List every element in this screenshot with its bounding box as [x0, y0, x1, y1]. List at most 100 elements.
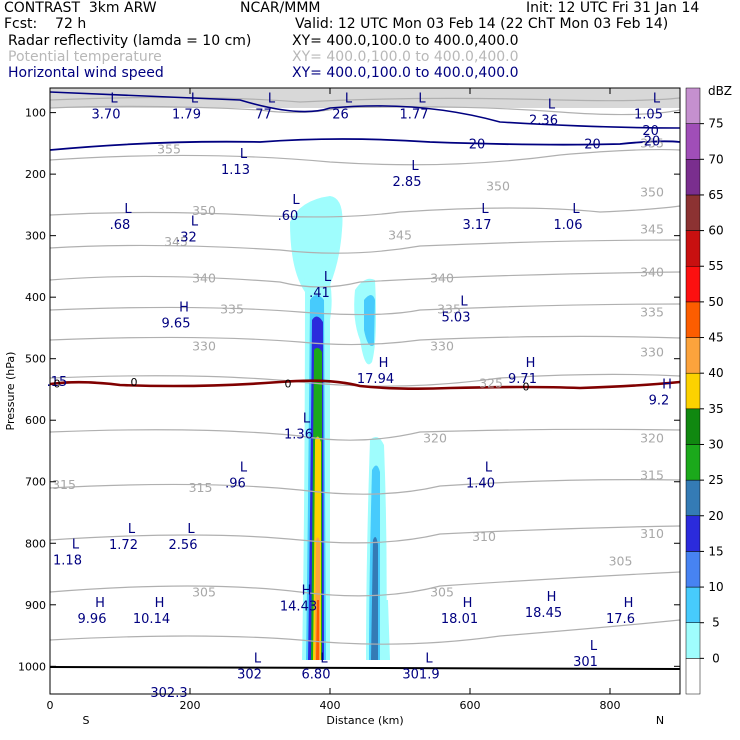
extremum-value-label: .96 — [225, 477, 246, 492]
init-time: Init: 12 UTC Fri 31 Jan 14 — [526, 0, 700, 16]
theta-line-355 — [50, 148, 680, 166]
extremum-value-label: .15 — [47, 375, 68, 390]
colorbar-level-label: 25 — [708, 473, 723, 487]
y-tick-label: 900 — [25, 599, 46, 612]
colorbar-level-label: 40 — [708, 366, 723, 380]
contour-layer — [50, 91, 680, 645]
theta-contour-label: 355 — [640, 135, 664, 150]
extremum-value-label: 5.03 — [442, 310, 471, 325]
extremum-value-label: 9.65 — [162, 317, 191, 332]
colorbar-level-label: 75 — [708, 117, 723, 131]
extremum-kind-label: L — [324, 270, 332, 285]
extremum-kind-label: L — [485, 461, 493, 476]
extremum-kind-label: L — [268, 91, 276, 106]
colorbar-swatch — [685, 479, 701, 517]
extremum-kind-label: H — [179, 301, 189, 316]
extremum-kind-label: H — [463, 596, 473, 611]
y-tick-label: 400 — [25, 291, 46, 304]
extremum-value-label: 77 — [255, 107, 272, 122]
theta-labels-group: 355 355 350 350 350 345 345 345 340 340 340 335 335 3… — [52, 135, 664, 599]
colorbar-swatch — [685, 337, 701, 374]
extremum-kind-label: L — [653, 91, 661, 106]
extremum-value-label: 17.6 — [606, 612, 635, 627]
theta-line-335 — [50, 303, 680, 316]
forecast-hour: Fcst: 72 h — [4, 16, 87, 32]
extremum-value-label: .41 — [309, 286, 330, 301]
theta-contour-label: 305 — [609, 554, 633, 569]
extremum-value-label: 14.43 — [280, 600, 317, 615]
extremum-kind-label: L — [191, 91, 199, 106]
secondary-cell-base — [381, 600, 390, 660]
theta-contour-label: 320 — [640, 431, 664, 446]
plot-area — [50, 88, 680, 694]
theta-line-350 — [50, 205, 680, 218]
theta-contour-label: 340 — [430, 271, 454, 286]
theta-line-325 — [50, 373, 680, 387]
wind-contour-upper — [50, 91, 680, 129]
theta-contour-label: 330 — [640, 345, 664, 360]
colorbar-level-label: 30 — [708, 437, 723, 451]
colorbar-level-label: 15 — [708, 544, 723, 558]
secondary-cell-upper-core — [364, 295, 375, 346]
colorbar-level-label: 5 — [712, 616, 720, 630]
extremum-kind-label: L — [254, 651, 262, 666]
extremum-value-label: 18.01 — [441, 612, 478, 627]
colorbar-level-label: 55 — [708, 259, 723, 273]
plot-frame — [49, 87, 681, 695]
colorbar-level-label: 60 — [708, 224, 723, 238]
extremum-kind-label: H — [302, 584, 312, 599]
organization-label: NCAR/MMM — [240, 0, 321, 16]
extremum-value-label: 2.56 — [169, 538, 198, 553]
extremum-value-label: 1.72 — [109, 538, 138, 553]
x-tick-label: 600 — [460, 699, 481, 712]
wind-contour-20 — [50, 138, 680, 151]
x-axis-end-label: N — [656, 714, 664, 727]
colorbar-level-label: 45 — [708, 331, 723, 345]
theta-line-345 — [50, 239, 680, 254]
ground-surface-line — [49, 666, 681, 670]
wind-contour-label: 20 — [469, 137, 486, 152]
theta-contour-label: 345 — [388, 228, 412, 243]
extremum-kind-label: L — [345, 91, 353, 106]
extremum-value-label: 1.36 — [284, 427, 313, 442]
secondary-cell-lower-inner — [371, 536, 378, 660]
extremum-kind-label: L — [187, 522, 195, 537]
model-title: CONTRAST 3km ARW — [4, 0, 157, 16]
extremum-kind-label: H — [662, 378, 672, 393]
upper-theta-band — [50, 88, 680, 108]
extremum-value-label: 301.9 — [402, 667, 439, 682]
extremum-kind-label: L — [110, 91, 118, 106]
field-wind-name: Horizontal wind speed — [8, 65, 164, 81]
zero-isotherm-label: 0 — [523, 380, 530, 393]
extremum-value-label: 1.13 — [221, 163, 250, 178]
colorbar-level-label: 35 — [708, 402, 723, 416]
extremum-kind-label: H — [155, 596, 165, 611]
zero-isotherm-label: 0 — [285, 377, 292, 390]
x-tick-label: 0 — [47, 699, 54, 712]
y-tick-label: 300 — [25, 230, 46, 243]
field-theta-xy: XY= 400.0,100.0 to 400.0,400.0 — [292, 49, 519, 65]
y-tick-label: 1000 — [18, 660, 46, 673]
extremum-value-label: 6.80 — [302, 667, 331, 682]
colorbar-swatch — [685, 265, 701, 303]
theta-contour-label: 330 — [192, 338, 216, 353]
extremum-value-label: 9.2 — [649, 394, 670, 409]
theta-line-320 — [50, 428, 680, 441]
y-tick-label: 500 — [25, 353, 46, 366]
theta-contour-label: 320 — [423, 431, 447, 446]
extremum-kind-label: L — [548, 98, 556, 113]
extremum-kind-label: L — [425, 651, 433, 666]
theta-line-upper — [50, 105, 680, 116]
y-tick-label: 100 — [25, 107, 46, 120]
colorbar-level-label: 70 — [708, 152, 723, 166]
wind-contour-label: 20 — [644, 134, 661, 149]
theta-contour-label: 345 — [164, 234, 188, 249]
extremum-value-label: 2.85 — [393, 175, 422, 190]
extremum-value-label: 301 — [573, 655, 598, 670]
zero-labels-group: 0 0 0 0 — [54, 376, 530, 393]
colorbar-swatch — [685, 230, 701, 267]
extremum-kind-label: L — [460, 294, 468, 309]
reflectivity-fill-layer — [50, 88, 680, 660]
colorbar-level-label: 65 — [708, 188, 723, 202]
